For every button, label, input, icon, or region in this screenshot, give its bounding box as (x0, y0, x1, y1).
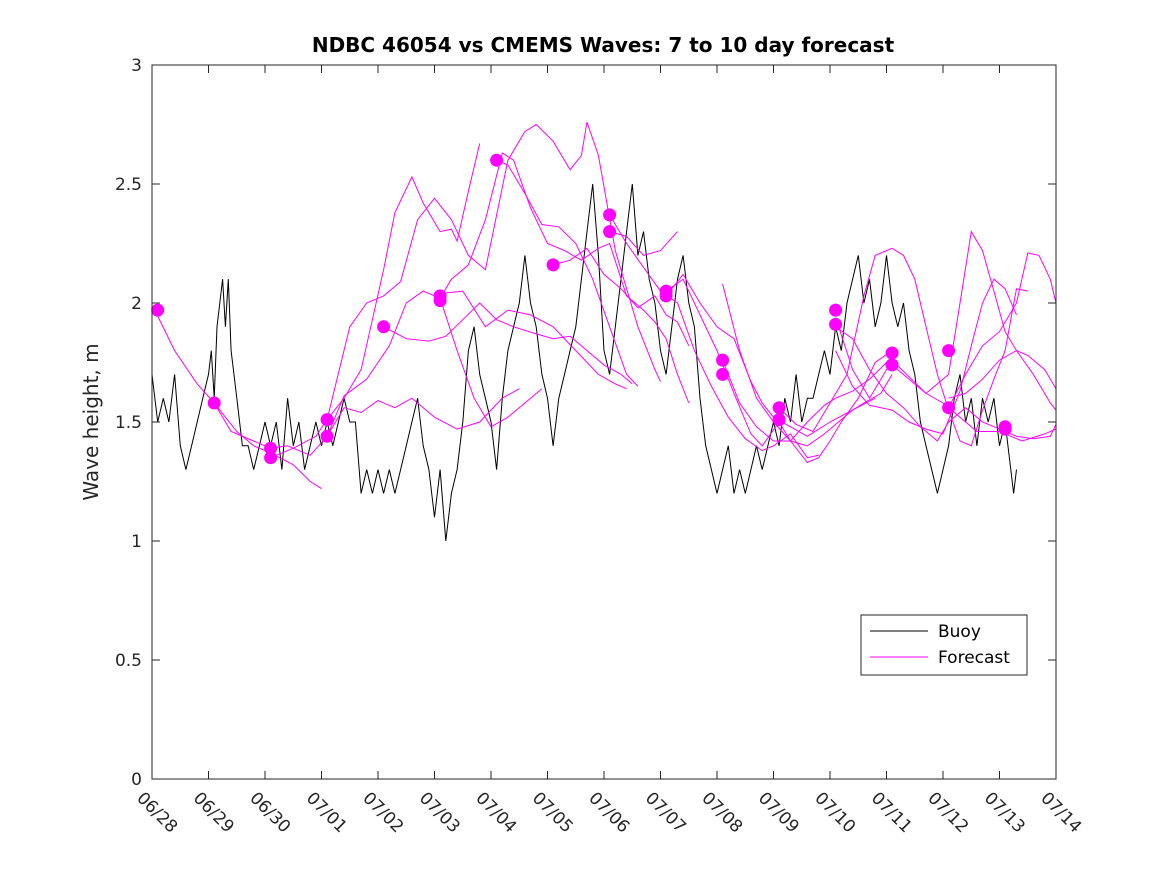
forecast-series (154, 121, 1057, 490)
forecast-marker-9 (433, 294, 447, 308)
forecast-line-23 (948, 349, 1057, 411)
forecast-line-17 (778, 247, 1028, 447)
legend-box (860, 614, 1028, 676)
forecast-line-7 (439, 298, 543, 428)
forecast-marker-7 (377, 320, 391, 334)
buoy-line (151, 183, 1017, 542)
forecast-marker-21 (829, 317, 843, 331)
forecast-line-21 (891, 230, 1057, 395)
forecast-marker-15 (659, 289, 673, 303)
forecast-line-1 (154, 309, 322, 490)
forecast-line-10 (552, 247, 690, 347)
forecast-marker-19 (772, 413, 786, 427)
y-axis-label: Wave height, m (79, 343, 103, 500)
buoy-series (151, 183, 1017, 542)
forecast-line-16 (722, 350, 899, 442)
forecast-marker-27 (998, 422, 1012, 436)
forecast-line-9 (496, 159, 639, 387)
forecast-line-6 (383, 302, 633, 385)
y-tick-label: 1 (131, 532, 142, 552)
chart-title: NDBC 46054 vs CMEMS Waves: 7 to 10 day f… (312, 33, 895, 57)
forecast-marker-2 (207, 396, 221, 410)
y-tick-label: 3 (131, 56, 142, 76)
forecast-marker-3 (264, 441, 278, 455)
forecast-marker-25 (942, 401, 956, 415)
forecast-marker-6 (320, 429, 334, 443)
forecast-marker-17 (716, 367, 730, 381)
forecast-marker-11 (546, 258, 560, 272)
forecast-marker-13 (603, 225, 617, 239)
forecast-markers (151, 153, 1012, 465)
y-tick-label: 0 (131, 770, 142, 790)
legend-forecast-label: Forecast (938, 648, 1010, 668)
forecast-marker-1 (151, 303, 165, 317)
legend: Buoy Forecast (860, 614, 1028, 676)
forecast-marker-10 (490, 153, 504, 167)
forecast-marker-16 (716, 353, 730, 367)
forecast-marker-5 (320, 413, 334, 427)
forecast-line-5 (326, 152, 690, 437)
forecast-line-14 (665, 273, 876, 437)
y-tick-label: 2 (131, 294, 142, 314)
forecast-marker-22 (885, 346, 899, 360)
forecast-marker-24 (942, 344, 956, 358)
forecast-marker-23 (885, 358, 899, 372)
forecast-line-12 (609, 231, 678, 256)
forecast-line-15 (722, 283, 893, 447)
forecast-line-19 (835, 317, 1057, 442)
forecast-line-22 (948, 252, 1057, 408)
forecast-marker-18 (772, 401, 786, 415)
legend-buoy-label: Buoy (938, 622, 981, 642)
forecast-line-13 (665, 278, 893, 464)
y-tick-label: 1.5 (115, 413, 142, 433)
y-tick-label: 0.5 (115, 651, 142, 671)
forecast-line-4 (326, 121, 661, 420)
forecast-marker-20 (829, 303, 843, 317)
forecast-marker-4 (264, 451, 278, 465)
y-tick-label: 2.5 (115, 175, 142, 195)
forecast-marker-12 (603, 208, 617, 222)
forecast-line-8 (440, 290, 627, 390)
forecast-line-20 (835, 326, 1057, 442)
forecast-line-3 (270, 143, 481, 459)
